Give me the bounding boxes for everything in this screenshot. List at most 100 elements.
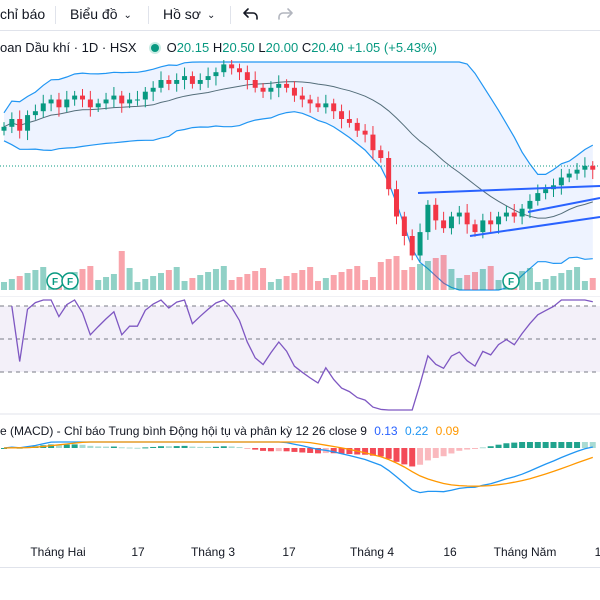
volume-bar (103, 277, 110, 290)
candle-body (354, 122, 360, 131)
candle-body (244, 72, 250, 80)
time-axis[interactable]: Tháng Hai 17 Tháng 3 17 Tháng 4 16 Tháng… (0, 544, 600, 564)
volume-bar (369, 277, 376, 290)
x-tick: Tháng 4 (349, 545, 395, 559)
candle-body (346, 119, 352, 123)
volume-bar (566, 270, 573, 290)
undo-icon[interactable] (241, 4, 261, 24)
candle-body (276, 83, 282, 88)
rsi-line (11, 299, 593, 411)
volume-bar (479, 269, 486, 290)
macd-histogram-bar (291, 448, 298, 452)
macd-histogram-bar (16, 447, 23, 449)
candle-body (87, 99, 93, 108)
candle-body (527, 200, 533, 209)
macd-histogram-bar (236, 447, 243, 449)
macd-histogram-bar (534, 442, 541, 448)
bollinger-basis-line (3, 81, 593, 219)
candle-body (127, 99, 133, 104)
volume-bar (574, 267, 581, 290)
trendline-upper[interactable] (417, 185, 600, 194)
volume-bar (95, 280, 102, 290)
indicators-button[interactable]: chỉ báo (0, 6, 46, 22)
marker-label: F (67, 277, 73, 288)
volume-bar (424, 261, 431, 290)
macd-histogram-bar (79, 444, 86, 448)
macd-histogram-bar (158, 446, 164, 448)
candle-body (307, 99, 313, 104)
financial-marker[interactable]: F (46, 272, 64, 290)
macd-histogram (1, 442, 596, 467)
macd-legend: e (MACD) - Chỉ báo Trung bình Động hội t… (0, 423, 459, 439)
price-chart[interactable]: F F F (0, 60, 600, 296)
volume-bar (385, 259, 392, 290)
financial-marker[interactable]: F (502, 272, 520, 290)
redo-icon[interactable] (275, 4, 295, 24)
macd-histogram-bar (409, 448, 416, 467)
candle-body (56, 99, 62, 108)
volume-bar (197, 275, 204, 290)
volume-bar (8, 279, 15, 290)
candle-body (40, 103, 46, 112)
macd-histogram-bar (330, 448, 337, 454)
volume-bar (181, 281, 188, 290)
candle-body (111, 95, 117, 100)
macd-histogram-bar (252, 448, 259, 450)
macd-histogram-bar (1, 448, 7, 449)
macd-histogram-bar (542, 442, 549, 448)
candle-body (291, 87, 297, 96)
volume-bar (519, 271, 526, 290)
volume-bar (330, 275, 337, 290)
candle-body (590, 165, 596, 170)
candle-body (64, 99, 70, 108)
candle-body (315, 103, 321, 108)
macd-histogram-bar (558, 442, 565, 448)
candle-body (574, 169, 580, 174)
macd-title[interactable]: e (MACD) - Chỉ báo Trung bình Động hội t… (0, 424, 293, 438)
symbol-title[interactable]: oan Dầu khí · 1D · HSX (0, 40, 137, 55)
trendline-lower[interactable] (469, 216, 600, 237)
x-tick: Tháng 3 (190, 545, 236, 559)
macd-signal-line (3, 441, 594, 487)
candle-body (535, 193, 541, 201)
volume-bar (307, 267, 314, 290)
chart-type-button[interactable]: Biểu đồ ⌄ (70, 0, 132, 30)
rsi-pane[interactable] (0, 296, 600, 416)
volume-bar (346, 269, 353, 290)
candle-body (417, 232, 423, 256)
trendline-mid[interactable] (527, 197, 600, 213)
volume-bar (377, 262, 384, 290)
volume-bar (299, 270, 306, 290)
macd-histogram-bar (377, 448, 384, 457)
profile-button[interactable]: Hồ sơ ⌄ (163, 0, 215, 30)
candle-body (582, 165, 588, 170)
macd-histogram-bar (71, 444, 78, 448)
toolbar-divider (55, 6, 56, 24)
volume-bar (165, 270, 172, 290)
macd-histogram-bar (299, 448, 306, 453)
bottom-border (0, 567, 600, 568)
low-value: 20.00 (265, 40, 299, 55)
macd-histogram-bar (369, 448, 376, 456)
macd-histogram-bar (189, 446, 196, 448)
volume-bar (236, 277, 243, 290)
candle-body (433, 204, 439, 221)
candle-body (503, 212, 509, 217)
macd-histogram-bar (307, 448, 314, 453)
volume-bar (110, 274, 117, 290)
x-tick: 17 (131, 545, 145, 559)
candle-body (119, 95, 125, 104)
chart-type-label: Biểu đồ (70, 6, 118, 22)
macd-histogram-bar (150, 446, 157, 448)
macd-histogram-bar (63, 444, 70, 448)
financial-marker[interactable]: F (61, 272, 79, 290)
macd-params: 12 26 close 9 (295, 424, 367, 438)
macd-histogram-bar (228, 446, 235, 448)
candle-body (339, 111, 345, 119)
macd-pane[interactable] (0, 440, 600, 544)
volume-bar (173, 267, 180, 290)
macd-histogram-bar (181, 445, 188, 448)
macd-histogram-bar (393, 448, 400, 462)
candle-body (496, 216, 502, 225)
candle-body (558, 177, 564, 186)
